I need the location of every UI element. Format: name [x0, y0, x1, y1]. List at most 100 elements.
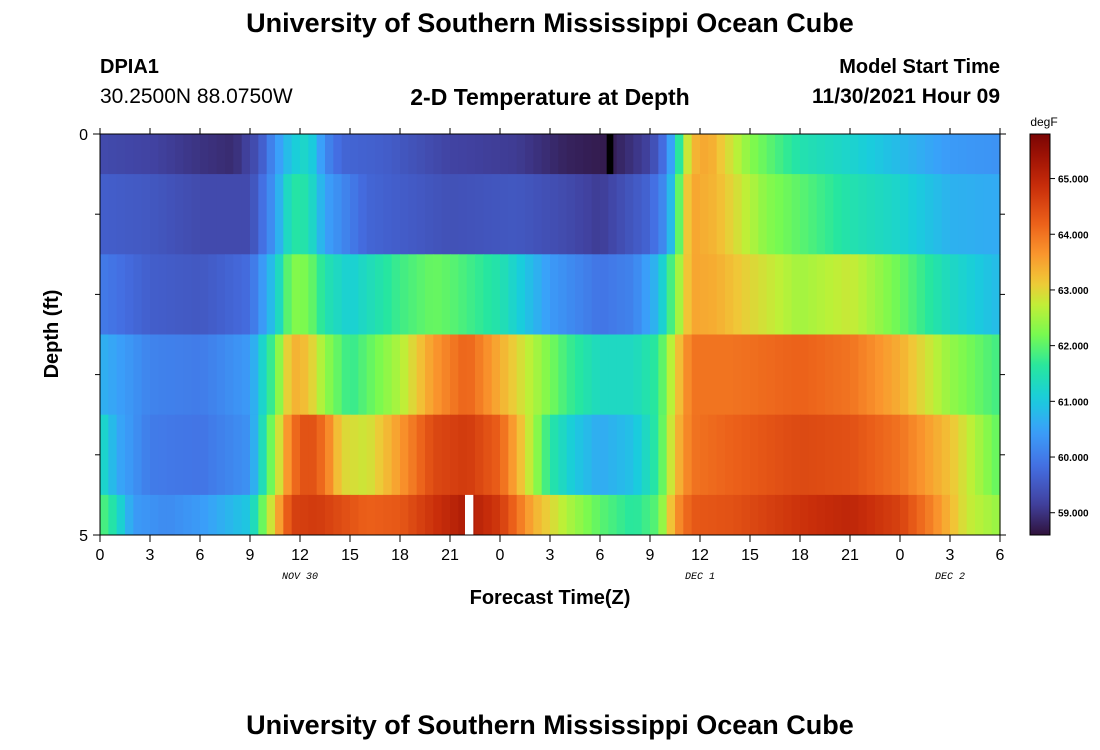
heatmap-cell: [358, 174, 368, 255]
heatmap-cell: [866, 494, 876, 536]
heatmap-cell: [308, 134, 318, 175]
heatmap-cell: [425, 254, 434, 335]
x-tick-label: 6: [596, 547, 605, 564]
heatmap-cell: [483, 134, 493, 175]
heatmap-cell: [875, 494, 884, 536]
heatmap-cell: [175, 334, 184, 416]
heatmap-cell: [433, 414, 443, 496]
heatmap-cell: [833, 414, 843, 496]
heatmap-cell: [508, 134, 518, 175]
heatmap-cell: [958, 254, 968, 335]
heatmap-cell: [675, 254, 684, 335]
heatmap-cell: [791, 494, 801, 536]
heatmap-cell: [725, 334, 734, 416]
heatmap-cell: [883, 174, 893, 255]
heatmap-cell: [750, 334, 759, 416]
heatmap-cell: [825, 174, 834, 255]
heatmap-cell: [625, 334, 634, 416]
heatmap-cell: [625, 174, 634, 255]
heatmap-cell: [675, 414, 684, 496]
heatmap-cell: [816, 134, 826, 175]
heatmap-cell: [150, 134, 159, 175]
heatmap-cell: [633, 414, 643, 496]
heatmap-cell: [825, 494, 834, 536]
heatmap-cell: [625, 494, 634, 536]
heatmap-cell: [791, 254, 801, 335]
heatmap-cell: [608, 494, 618, 536]
heatmap-cell: [850, 334, 859, 416]
heatmap-cell: [550, 134, 559, 175]
heatmap-cell: [766, 334, 776, 416]
heatmap-cell: [841, 334, 851, 416]
heatmap-cell: [450, 334, 459, 416]
heatmap-cell: [416, 494, 426, 536]
heatmap-cell: [766, 174, 776, 255]
heatmap-cell: [550, 174, 559, 255]
x-tick-label: 0: [96, 547, 105, 564]
heatmap-cell: [325, 174, 334, 255]
heatmap-cell: [341, 254, 351, 335]
heatmap-cell: [966, 134, 976, 175]
colorbar-unit: degF: [1030, 115, 1057, 129]
heatmap-cell: [833, 494, 843, 536]
heatmap-cell: [825, 134, 834, 175]
heatmap-cell: [666, 494, 676, 536]
heatmap-cell: [866, 134, 876, 175]
heatmap-cell: [266, 414, 276, 496]
heatmap-cell: [291, 254, 301, 335]
heatmap-cell: [483, 254, 493, 335]
heatmap-cell: [550, 494, 559, 536]
heatmap-cell: [458, 414, 468, 496]
heatmap-cell: [441, 334, 451, 416]
heatmap-cell: [516, 334, 526, 416]
heatmap-cell: [883, 414, 893, 496]
heatmap-cell: [766, 254, 776, 335]
heatmap-cell: [700, 334, 709, 416]
heatmap-cell: [716, 414, 726, 496]
heatmap-cell: [325, 134, 334, 175]
heatmap-cell: [866, 414, 876, 496]
heatmap-cell: [200, 414, 209, 496]
heatmap-cell: [316, 494, 326, 536]
heatmap-cell: [841, 414, 851, 496]
heatmap-cell: [650, 134, 659, 175]
station-location: 30.2500N 88.0750W: [100, 85, 293, 108]
heatmap-cell: [275, 494, 284, 536]
heatmap-cell: [675, 494, 684, 536]
heatmap-cell: [633, 134, 643, 175]
colorbar-tick-label: 62.000: [1058, 342, 1089, 353]
heatmap-cell: [850, 414, 859, 496]
heatmap-cell: [158, 494, 168, 536]
heatmap-cell: [100, 254, 109, 335]
heatmap-cell: [166, 174, 176, 255]
heatmap-cell: [933, 494, 943, 536]
heatmap-cell: [450, 494, 459, 536]
heatmap-cell: [483, 494, 493, 536]
heatmap-cell: [725, 174, 734, 255]
heatmap-cell: [308, 414, 318, 496]
heatmap-cell: [766, 134, 776, 175]
heatmap-cell: [516, 254, 526, 335]
heatmap-cell: [166, 134, 176, 175]
heatmap-cell: [125, 254, 134, 335]
colorbar-tick-label: 59.000: [1058, 509, 1089, 520]
heatmap-cell: [308, 334, 318, 416]
heatmap-cell: [525, 174, 534, 255]
heatmap-cell: [300, 494, 309, 536]
heatmap-cell: [941, 334, 951, 416]
heatmap-cell: [508, 414, 518, 496]
heatmap-cell: [600, 414, 609, 496]
heatmap-cell: [250, 254, 259, 335]
heatmap-cell: [683, 494, 693, 536]
heatmap-cell: [500, 254, 509, 335]
heatmap-cell: [791, 414, 801, 496]
heatmap-cell: [733, 334, 743, 416]
x-tick-label: 21: [441, 547, 459, 564]
heatmap-cell: [325, 334, 334, 416]
x-tick-label: 0: [896, 547, 905, 564]
heatmap-cell: [683, 174, 693, 255]
heatmap-cell: [200, 174, 209, 255]
heatmap-cell: [666, 134, 676, 175]
heatmap-cell: [300, 134, 309, 175]
heatmap-cell: [175, 134, 184, 175]
